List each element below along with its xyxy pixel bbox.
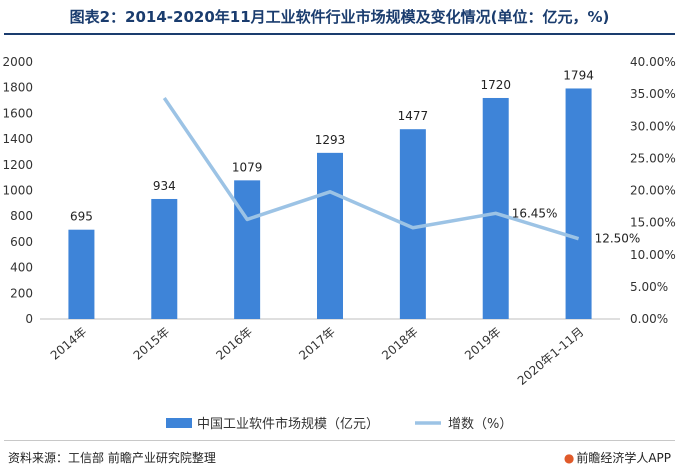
bar (317, 152, 343, 319)
bar (151, 198, 178, 319)
y-left-tick-label: 600 (10, 235, 33, 249)
qianzhan-logo-icon: ● (563, 451, 575, 465)
bar-series (68, 88, 592, 319)
y-right-tick-label: 0.00% (630, 312, 668, 326)
line-data-label: 16.45% (512, 206, 558, 220)
y-right-axis: 0.00% 5.00% 10.00% 15.00% 20.00% 25.00% 30.00%… (630, 55, 676, 326)
y-left-tick-label: 1600 (2, 106, 33, 120)
bar (482, 97, 509, 319)
y-left-axis: 0 200 400 600 800 1000 1200 1400 1600 1800 2000 (2, 55, 33, 326)
brand-label: 前瞻经济学人APP (576, 451, 671, 465)
y-left-tick-label: 1400 (2, 132, 33, 146)
x-tick-label: 2017年 (296, 325, 338, 363)
x-tick-label: 2019年 (462, 325, 504, 363)
y-right-tick-label: 20.00% (630, 184, 676, 198)
bar (565, 88, 592, 319)
legend: 中国工业软件市场规模（亿元） 增数（%） (166, 416, 512, 432)
x-tick-label: 2018年 (379, 325, 421, 363)
x-tick-label: 2014年 (48, 325, 90, 363)
y-left-tick-label: 200 (10, 286, 33, 300)
y-right-tick-label: 40.00% (630, 55, 676, 69)
brand-credit: ● 前瞻经济学人APP (564, 449, 671, 466)
line-data-label: 12.50% (595, 232, 641, 246)
y-right-tick-label: 35.00% (630, 87, 676, 101)
bar-data-label: 1720 (480, 78, 511, 92)
y-left-tick-label: 1200 (2, 158, 33, 172)
bar (68, 229, 95, 319)
y-left-tick-label: 1800 (2, 81, 33, 95)
y-right-tick-label: 10.00% (630, 248, 676, 262)
bar-data-label: 1794 (563, 68, 594, 82)
y-left-tick-label: 0 (25, 312, 33, 326)
x-axis: 2014年 2015年 2016年 2017年 2018年 2019年 2020年1-11月 (48, 325, 587, 388)
x-tick-label: 2015年 (131, 325, 173, 363)
line-data-labels: 16.45% 12.50% (512, 206, 641, 245)
x-tick-label: 2016年 (213, 325, 255, 363)
bar-data-label: 934 (153, 179, 176, 193)
footer-divider (4, 440, 675, 441)
legend-line-label: 增数（%） (448, 417, 512, 432)
chart-title: 图表2：2014-2020年11月工业软件行业市场规模及变化情况(单位：亿元，%… (69, 8, 610, 26)
y-left-tick-label: 400 (10, 261, 33, 275)
growth-line (162, 96, 580, 241)
y-right-tick-label: 15.00% (630, 216, 676, 230)
y-right-tick-label: 30.00% (630, 119, 676, 133)
bar-data-label: 695 (70, 210, 93, 224)
source-note: 资料来源：工信部 前瞻产业研究院整理 (8, 451, 216, 465)
legend-bar-swatch (166, 418, 192, 428)
y-right-tick-label: 5.00% (630, 280, 668, 294)
y-left-tick-label: 800 (10, 209, 33, 223)
y-left-tick-label: 2000 (2, 55, 33, 69)
y-left-tick-label: 1000 (2, 184, 33, 198)
bar-data-label: 1293 (315, 133, 346, 147)
legend-bar-label: 中国工业软件市场规模（亿元） (197, 416, 379, 432)
title-divider (4, 33, 675, 35)
bar (234, 180, 261, 319)
bar-data-labels: 695 934 1079 1293 1477 1720 1794 (70, 68, 594, 223)
y-right-tick-label: 25.00% (630, 151, 676, 165)
bar-data-label: 1079 (232, 160, 263, 174)
bar-data-label: 1477 (398, 109, 429, 123)
x-tick-label: 2020年1-11月 (515, 325, 587, 388)
line-series (162, 96, 580, 241)
